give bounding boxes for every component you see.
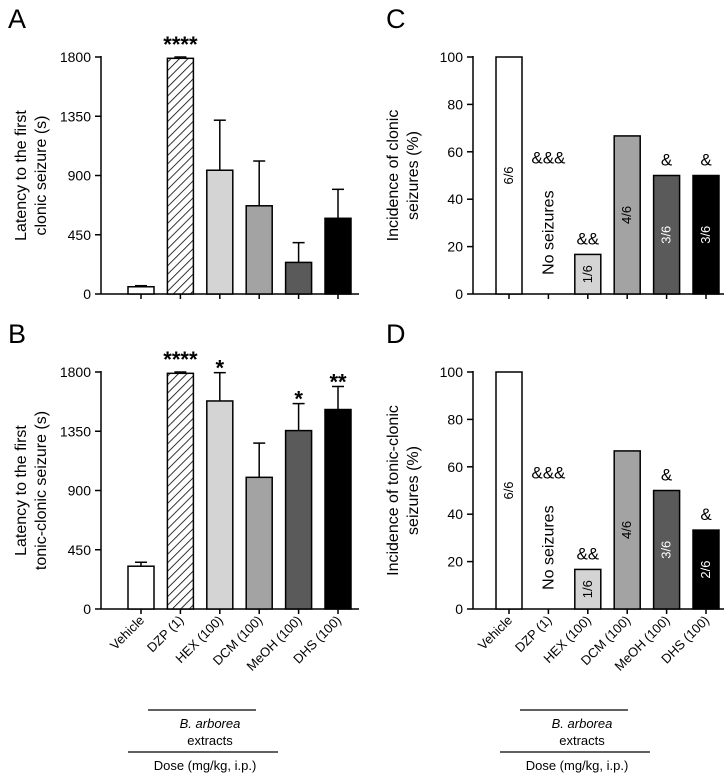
dose-label: Dose (mg/kg, i.p.) xyxy=(526,758,629,773)
extracts-label-line2: extracts xyxy=(559,733,605,748)
significance-4: & xyxy=(661,466,673,485)
in-bar-label-3: 4/6 xyxy=(619,206,634,224)
in-bar-label-2: 1/6 xyxy=(580,580,595,598)
y-axis-title-line: Latency to the first xyxy=(13,110,30,241)
y-axis-title-line: seizures (%) xyxy=(405,446,422,535)
y-tick-label: 450 xyxy=(68,542,92,558)
y-tick-label: 0 xyxy=(83,601,91,617)
y-tick-label: 20 xyxy=(447,554,463,570)
extracts-label-line2: extracts xyxy=(187,733,233,748)
y-axis-title-line: Incidence of clonic xyxy=(385,110,402,242)
panel-letter: D xyxy=(386,319,406,349)
y-tick-label: 20 xyxy=(447,239,463,255)
in-bar-label-0: 6/6 xyxy=(501,481,516,499)
extracts-label-line1: B. arborea xyxy=(180,716,241,731)
bar-2 xyxy=(206,400,234,610)
significance-1: **** xyxy=(163,347,198,372)
y-tick-label: 900 xyxy=(68,168,92,184)
y-tick-label: 60 xyxy=(447,459,463,475)
panel-a: A Latency to the first clonic seizure (s) 0… xyxy=(8,4,359,302)
y-tick-label: 80 xyxy=(447,411,463,427)
bar-0 xyxy=(127,565,155,610)
dose-label: Dose (mg/kg, i.p.) xyxy=(154,758,257,773)
y-axis-title: Incidence of clonic seizures (%) xyxy=(385,110,422,242)
in-bar-label-3: 4/6 xyxy=(619,521,634,539)
significance-4: * xyxy=(294,387,303,412)
bar-4 xyxy=(652,489,681,610)
in-bar-label-4: 3/6 xyxy=(659,226,674,244)
y-axis-title: Latency to the first tonic-clonic seizure… xyxy=(13,411,50,570)
significance-2: * xyxy=(216,356,225,381)
y-tick-label: 0 xyxy=(455,286,463,302)
panel-letter: A xyxy=(8,4,26,34)
y-tick-label: 1350 xyxy=(60,108,91,124)
y-tick-label: 1350 xyxy=(60,423,91,439)
bar-0 xyxy=(127,286,155,295)
bar-5 xyxy=(324,217,352,295)
y-tick-label: 100 xyxy=(440,364,464,380)
y-axis-title-line: tonic-clonic seizure (s) xyxy=(33,411,50,570)
bar-3 xyxy=(245,205,273,295)
y-tick-label: 1800 xyxy=(60,364,91,380)
bar-5 xyxy=(692,174,720,295)
bar-4 xyxy=(284,429,313,610)
panel-b: B Latency to the first tonic-clonic seizur… xyxy=(8,319,359,674)
in-bar-label-0: 6/6 xyxy=(501,166,516,184)
no-seizures-label: No seizures xyxy=(540,190,557,274)
x-category-label-0: Vehicle xyxy=(107,613,147,653)
bar-5 xyxy=(692,529,720,610)
panel-letter: B xyxy=(8,319,26,349)
y-tick-label: 0 xyxy=(455,601,463,617)
no-seizures-label: No seizures xyxy=(540,505,557,589)
panel-c: C Incidence of clonic seizures (%) 0 20 40 60 8… xyxy=(385,4,724,302)
significance-5: ** xyxy=(329,369,347,394)
bar-4 xyxy=(652,174,681,295)
y-tick-label: 80 xyxy=(447,96,463,112)
extracts-label-line1: B. arborea xyxy=(552,716,613,731)
y-axis-title-line: clonic seizure (s) xyxy=(33,115,50,235)
bar-3 xyxy=(245,476,273,610)
significance-1: &&& xyxy=(531,149,566,168)
bar-2 xyxy=(206,169,234,295)
panel-d: D Incidence of tonic-clonic seizures (%) 0 2… xyxy=(385,319,724,674)
significance-2: && xyxy=(576,544,599,563)
y-tick-label: 60 xyxy=(447,144,463,160)
y-axis-title-line: seizures (%) xyxy=(405,131,422,220)
y-axis-title: Latency to the first clonic seizure (s) xyxy=(13,110,50,241)
bar-4 xyxy=(284,261,313,295)
in-bar-label-2: 1/6 xyxy=(580,265,595,283)
in-bar-label-5: 3/6 xyxy=(698,226,713,244)
significance-5: & xyxy=(700,151,712,170)
bar-3 xyxy=(613,450,641,610)
y-tick-label: 100 xyxy=(440,49,464,65)
y-axis-title-line: Incidence of tonic-clonic xyxy=(385,405,402,576)
significance-4: & xyxy=(661,151,673,170)
bar-1 xyxy=(166,57,195,295)
y-tick-label: 0 xyxy=(83,286,91,302)
in-bar-label-4: 3/6 xyxy=(659,541,674,559)
significance-5: & xyxy=(700,505,712,524)
y-tick-label: 450 xyxy=(68,227,92,243)
x-category-label-0: Vehicle xyxy=(475,613,515,653)
bar-0 xyxy=(495,371,523,610)
y-axis-title-line: Latency to the first xyxy=(13,425,30,556)
y-tick-label: 40 xyxy=(447,191,463,207)
y-axis-title: Incidence of tonic-clonic seizures (%) xyxy=(385,405,422,576)
significance-1: **** xyxy=(163,32,198,57)
group-labels-d: B. arborea extracts Dose (mg/kg, i.p.) xyxy=(500,709,650,773)
significance-2: && xyxy=(576,229,599,248)
bar-1 xyxy=(166,372,195,610)
panel-letter: C xyxy=(386,4,406,34)
significance-1: &&& xyxy=(531,464,566,483)
y-tick-label: 1800 xyxy=(60,49,91,65)
bar-5 xyxy=(324,408,352,610)
y-tick-label: 900 xyxy=(68,483,92,499)
group-labels-b: B. arborea extracts Dose (mg/kg, i.p.) xyxy=(128,709,278,773)
y-tick-label: 40 xyxy=(447,506,463,522)
in-bar-label-5: 2/6 xyxy=(698,561,713,579)
